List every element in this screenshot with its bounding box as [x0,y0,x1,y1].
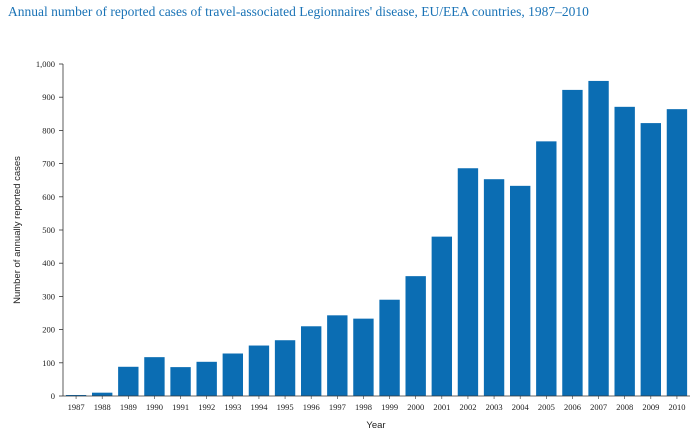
bar-2004 [509,185,531,396]
y-tick-label: 200 [42,325,55,335]
y-tick-label: 300 [42,291,55,301]
x-tick-label: 1999 [381,402,398,412]
x-tick-label: 2001 [433,402,450,412]
chart-title: Annual number of reported cases of trave… [8,4,589,19]
y-tick-label: 900 [42,92,55,102]
y-tick-label: 700 [42,159,55,169]
x-tick-label: 1989 [120,402,137,412]
y-tick-label: 0 [51,391,55,401]
bar-1988 [91,392,113,396]
x-tick-label: 1998 [355,402,372,412]
y-tick-label: 800 [42,125,55,135]
bar-1994 [248,345,270,396]
bar-1990 [144,357,165,396]
bar-2010 [666,109,688,396]
bar-2008 [614,106,635,396]
bar-1991 [170,367,191,396]
x-tick-label: 2005 [538,402,555,412]
bar-1999 [379,299,400,396]
bar-1989 [118,366,139,396]
y-tick-label: 400 [42,258,55,268]
x-tick-label: 2008 [616,402,633,412]
bars [65,80,688,396]
bar-1997 [327,315,348,396]
bar-1995 [274,340,296,396]
x-axis-label: Year [366,420,385,431]
bar-2000 [405,276,426,396]
x-axis: 1987 1988 1989 1990 1991 1992 1993 1994 1995 1996… [63,395,690,412]
bar-1987 [65,395,87,396]
x-tick-label: 1990 [146,402,163,412]
bar-2001 [431,236,453,396]
bar-2003 [483,179,505,396]
x-tick-label: 1987 [68,402,85,412]
y-axis: 0 100 200 300 400 500 600 700 800 900 1,000 [36,59,64,401]
bar-2006 [562,89,583,396]
x-tick-label: 2009 [642,402,659,412]
x-tick-label: 2006 [564,402,581,412]
x-tick-label: 1997 [329,402,346,412]
x-tick-label: 2002 [459,402,476,412]
x-tick-label: 1995 [277,402,294,412]
bar-2005 [536,141,557,396]
y-tick-label: 1,000 [36,59,55,69]
bar-1992 [196,361,217,396]
x-tick-label: 1996 [303,402,320,412]
x-tick-label: 2010 [668,402,685,412]
x-tick-label: 1992 [198,402,215,412]
y-tick-label: 100 [42,358,55,368]
x-tick-label: 1991 [172,402,189,412]
y-axis-label: Number of annually reported cases [12,156,23,304]
x-tick-label: 1988 [94,402,111,412]
x-tick-label: 1994 [250,402,268,412]
x-tick-label: 2003 [486,402,503,412]
y-tick-label: 600 [42,192,55,202]
bar-2009 [640,123,662,396]
x-tick-label: 2007 [590,402,607,412]
bar-1998 [353,318,374,396]
x-tick-label: 1993 [224,402,241,412]
bar-1996 [300,326,322,396]
bar-1993 [222,353,244,396]
x-tick-label: 2004 [512,402,530,412]
bar-2007 [588,80,609,396]
x-tick-label: 2000 [407,402,424,412]
y-tick-label: 500 [42,225,55,235]
bar-2002 [457,168,479,396]
